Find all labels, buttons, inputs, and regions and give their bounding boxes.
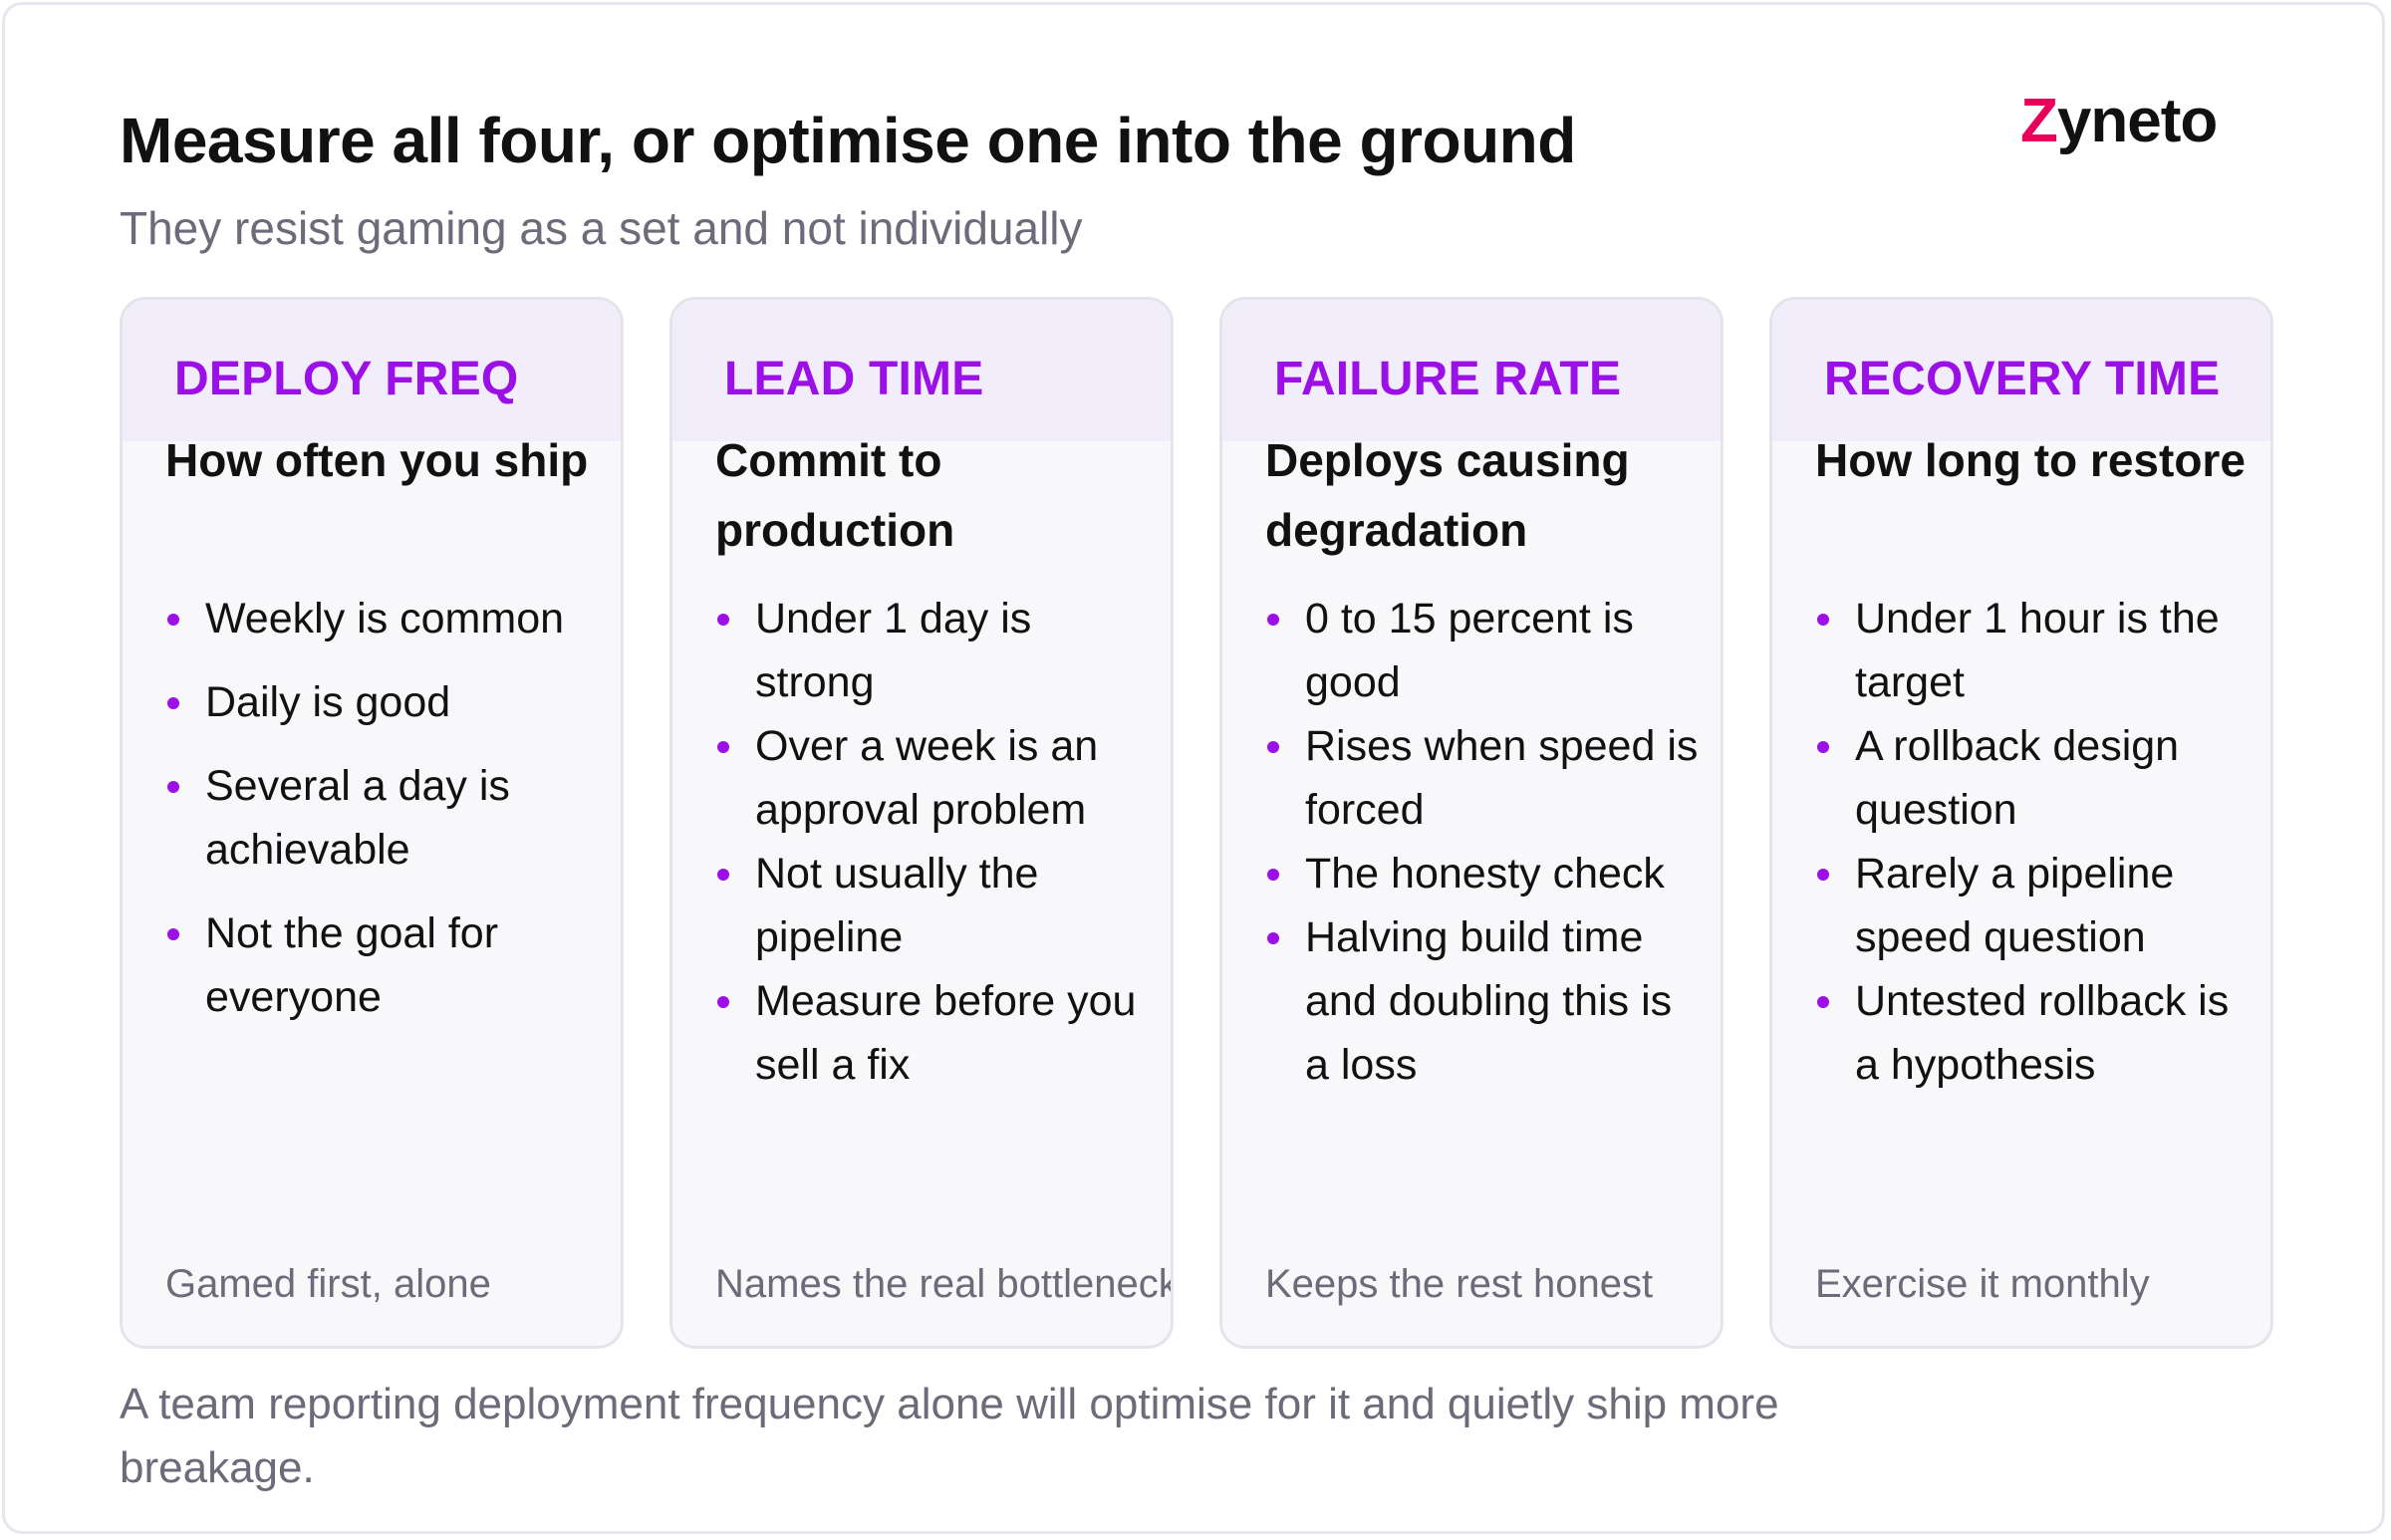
bullet-dot-icon	[1817, 614, 1829, 626]
card-deploy-freq: DEPLOY FREQ How often you ship Weekly is…	[120, 297, 624, 1349]
list-item-text: Rarely a pipeline speed question	[1855, 850, 2175, 961]
list-item: Rises when speed is forced	[1265, 714, 1704, 842]
card-heading: Commit to production	[715, 434, 955, 556]
list-item: Daily is good	[165, 670, 604, 734]
card-footer: Keeps the rest honest	[1265, 1262, 1654, 1306]
list-item-text: The honesty check	[1305, 850, 1665, 898]
card-bullet-list: Under 1 day is strong Over a week is an …	[715, 587, 1154, 1097]
bullet-dot-icon	[1267, 932, 1279, 944]
card-bullet-list: Weekly is common Daily is good Several a…	[165, 587, 604, 1049]
card-tag: DEPLOY FREQ	[174, 353, 519, 405]
list-item: 0 to 15 percent is good	[1265, 587, 1704, 714]
card-header: RECOVERY TIME	[1772, 300, 2270, 441]
list-item-text: Under 1 hour is the target	[1855, 595, 2220, 706]
card-footer: Exercise it monthly	[1815, 1262, 2150, 1306]
list-item: Weekly is common	[165, 587, 604, 650]
list-item: Over a week is an approval problem	[715, 714, 1154, 842]
card-header: FAILURE RATE	[1222, 300, 1721, 441]
list-item-text: Several a day is achievable	[205, 762, 510, 874]
logo-wordmark: yneto	[2056, 87, 2218, 155]
list-item: A rollback design question	[1815, 714, 2254, 842]
list-item: Halving build time and doubling this is …	[1265, 905, 1704, 1097]
list-item: Under 1 hour is the target	[1815, 587, 2254, 714]
bullet-dot-icon	[1817, 741, 1829, 753]
list-item-text: Rises when speed is forced	[1305, 722, 1699, 834]
list-item: The honesty check	[1265, 842, 1704, 905]
list-item: Not the goal for everyone	[165, 901, 604, 1029]
card-tag: LEAD TIME	[724, 353, 984, 405]
bullet-dot-icon	[717, 741, 729, 753]
bullet-dot-icon	[1267, 869, 1279, 881]
card-footer: Names the real bottleneck	[715, 1262, 1174, 1306]
bullet-dot-icon	[1817, 996, 1829, 1008]
bullet-dot-icon	[167, 928, 179, 940]
list-item-text: Not the goal for everyone	[205, 909, 499, 1021]
list-item: Several a day is achievable	[165, 754, 604, 882]
list-item-text: 0 to 15 percent is good	[1305, 595, 1634, 706]
logo-text: Zyneto	[2020, 87, 2218, 155]
card-bullet-list: Under 1 hour is the target A rollback de…	[1815, 587, 2254, 1097]
logo-mark: Z	[2020, 87, 2058, 155]
list-item-text: Under 1 day is strong	[755, 595, 1032, 706]
list-item-text: Daily is good	[205, 678, 451, 726]
bullet-dot-icon	[1267, 741, 1279, 753]
bullet-dot-icon	[1267, 614, 1279, 626]
metric-cards: DEPLOY FREQ How often you ship Weekly is…	[120, 297, 2273, 1349]
bullet-dot-icon	[167, 614, 179, 626]
card-heading: How long to restore	[1815, 434, 2246, 486]
bullet-dot-icon	[717, 996, 729, 1008]
card-tag: FAILURE RATE	[1274, 353, 1622, 405]
card-heading: How often you ship	[165, 434, 589, 486]
zyneto-logo: Zyneto	[2020, 86, 2259, 165]
page-subtitle: They resist gaming as a set and not indi…	[120, 202, 1083, 254]
list-item-text: Weekly is common	[205, 595, 565, 642]
list-item: Untested rollback is a hypothesis	[1815, 969, 2254, 1097]
page-title: Measure all four, or optimise one into t…	[120, 105, 1576, 176]
bullet-dot-icon	[167, 697, 179, 709]
bullet-dot-icon	[717, 869, 729, 881]
list-item-text: Measure before you sell a fix	[755, 977, 1137, 1089]
card-footer: Gamed first, alone	[165, 1262, 491, 1306]
bullet-dot-icon	[717, 614, 729, 626]
bottom-note: A team reporting deployment frequency al…	[120, 1380, 1779, 1492]
list-item-text: Not usually the pipeline	[755, 850, 1039, 961]
bullet-dot-icon	[1817, 869, 1829, 881]
list-item: Rarely a pipeline speed question	[1815, 842, 2254, 969]
list-item: Not usually the pipeline	[715, 842, 1154, 969]
bullet-dot-icon	[167, 781, 179, 793]
list-item-text: Untested rollback is a hypothesis	[1855, 977, 2230, 1089]
card-header: DEPLOY FREQ	[123, 300, 621, 441]
card-heading: Deploys causing degradation	[1265, 434, 1630, 556]
list-item-text: Halving build time and doubling this is …	[1305, 913, 1673, 1089]
list-item: Measure before you sell a fix	[715, 969, 1154, 1097]
card-lead-time: LEAD TIME Commit to production Under 1 d…	[669, 297, 1174, 1349]
card-failure-rate: FAILURE RATE Deploys causing degradation…	[1219, 297, 1724, 1349]
list-item: Under 1 day is strong	[715, 587, 1154, 714]
list-item-text: A rollback design question	[1855, 722, 2180, 834]
card-bullet-list: 0 to 15 percent is good Rises when speed…	[1265, 587, 1704, 1097]
card-recovery-time: RECOVERY TIME How long to restore Under …	[1769, 297, 2273, 1349]
list-item-text: Over a week is an approval problem	[755, 722, 1099, 834]
card-tag: RECOVERY TIME	[1824, 353, 2221, 405]
card-header: LEAD TIME	[672, 300, 1171, 441]
